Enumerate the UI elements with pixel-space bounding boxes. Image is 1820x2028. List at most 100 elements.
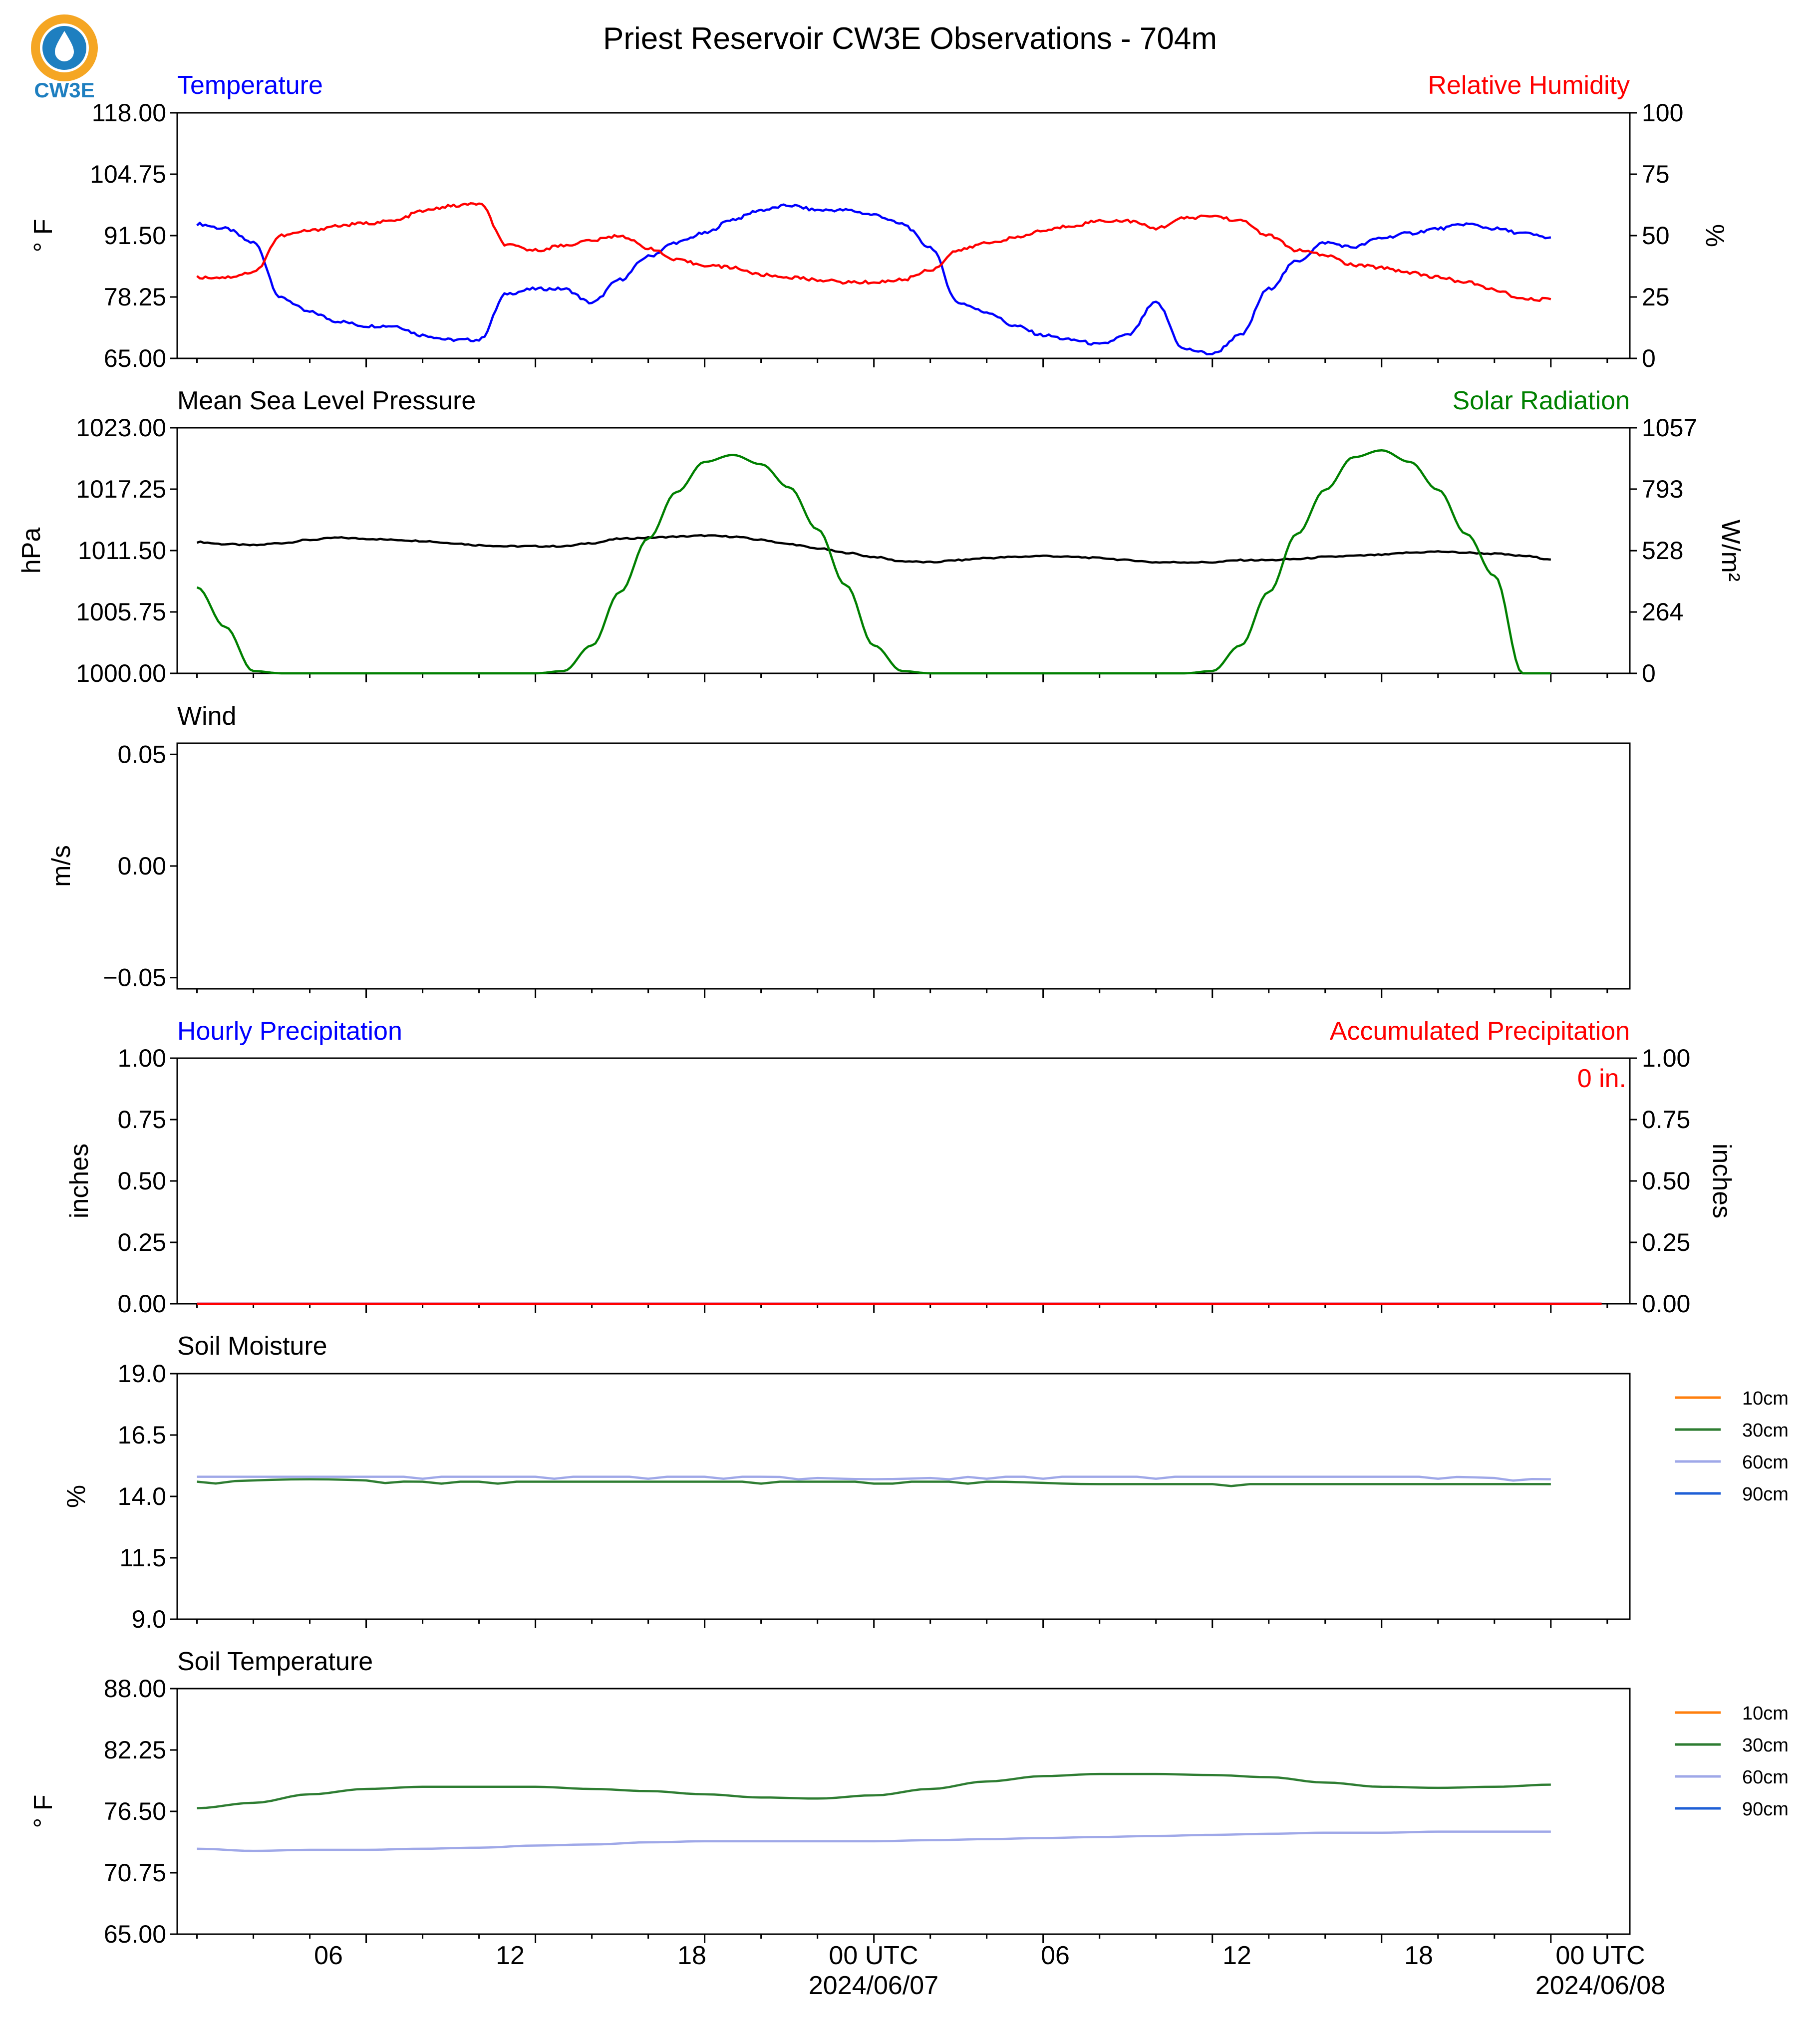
panel-right-title: Relative Humidity bbox=[1428, 71, 1630, 100]
y-tick-label-left: 65.00 bbox=[104, 344, 166, 372]
time-tick-label: 06 bbox=[1041, 1941, 1070, 1970]
panel-left-title: Wind bbox=[177, 702, 236, 731]
y-tick-label-left: 11.5 bbox=[119, 1544, 166, 1572]
y-tick-label-right: 1.00 bbox=[1642, 1044, 1690, 1072]
y-axis-label-right: inches bbox=[1707, 1144, 1736, 1218]
y-axis-label-left: % bbox=[62, 1485, 91, 1508]
series-line-temperature bbox=[196, 203, 1551, 355]
y-tick-label-left: 14.0 bbox=[118, 1482, 166, 1510]
y-tick-label-right: 0.75 bbox=[1642, 1106, 1690, 1134]
y-tick-label-right: 100 bbox=[1642, 99, 1683, 127]
y-tick-label-right: 25 bbox=[1642, 283, 1670, 311]
series-layer bbox=[196, 449, 1551, 675]
water-drop-icon bbox=[55, 31, 74, 61]
plot-frame bbox=[176, 112, 1631, 359]
y-tick-label-left: 0.25 bbox=[118, 1228, 166, 1256]
y-axis-label-right: % bbox=[1700, 224, 1729, 247]
series-line-mean-sea-level-pressure bbox=[196, 534, 1551, 564]
logo-ring bbox=[31, 14, 98, 81]
date-label: 2024/06/07 bbox=[809, 1971, 938, 2000]
y-axis-label-left: hPa bbox=[17, 528, 46, 574]
time-axis: 06 12 18 00 UTC 06 12 18 00 UTC 2024/06/… bbox=[314, 1941, 1665, 2000]
legend-label: 10cm bbox=[1742, 1388, 1789, 1409]
y-tick-label-left: 1011.50 bbox=[78, 537, 166, 565]
panel-wind: Wind 0.05 0.00 −0.05 m/s bbox=[47, 702, 1631, 998]
time-tick-label: 00 UTC bbox=[1555, 1941, 1645, 1970]
plot-frame bbox=[176, 1688, 1631, 1935]
y-tick-label-left: 118.00 bbox=[92, 99, 166, 127]
series-layer bbox=[197, 1475, 1551, 1487]
time-tick-label: 18 bbox=[1404, 1941, 1433, 1970]
panel-left-title: Soil Moisture bbox=[177, 1332, 327, 1361]
panel-precipitation: Hourly Precipitation Accumulated Precipi… bbox=[65, 1017, 1736, 1318]
time-tick-label: 06 bbox=[314, 1941, 343, 1970]
y-tick-label-left: 78.25 bbox=[104, 283, 166, 311]
y-tick-label-left: 91.50 bbox=[104, 222, 166, 250]
axes: 1023.00 1017.25 1011.50 1005.75 1000.00 1057 7… bbox=[76, 414, 1697, 687]
y-axis-label-left: m/s bbox=[47, 845, 76, 887]
panel-left-title: Temperature bbox=[177, 71, 323, 100]
accumulated-total: 0 in. bbox=[1577, 1064, 1626, 1093]
panel-pressure-solar: Mean Sea Level Pressure Solar Radiation … bbox=[17, 386, 1745, 687]
legend-label: 60cm bbox=[1742, 1452, 1789, 1473]
panel-soil-moisture: Soil Moisture 19.0 16.5 14.0 11.5 9.0 % 10cm… bbox=[62, 1332, 1789, 1633]
time-tick-label: 12 bbox=[1222, 1941, 1251, 1970]
y-tick-label-left: 0.50 bbox=[118, 1167, 166, 1195]
axes: 1.00 0.75 0.50 0.25 0.00 1.00 0.75 0.50 0.25 0.00 bbox=[118, 1044, 1691, 1318]
panel-left-title: Soil Temperature bbox=[177, 1647, 373, 1676]
y-tick-label-right: 50 bbox=[1642, 222, 1670, 250]
y-tick-label-right: 264 bbox=[1642, 598, 1683, 626]
legend-label: 60cm bbox=[1742, 1767, 1789, 1788]
y-tick-label-left: 1000.00 bbox=[76, 659, 166, 687]
panel-left-title: Hourly Precipitation bbox=[177, 1017, 402, 1046]
legend-label: 30cm bbox=[1742, 1420, 1789, 1441]
y-tick-label-left: 76.50 bbox=[104, 1797, 166, 1825]
y-tick-label-right: 0 bbox=[1642, 659, 1656, 687]
figure-title: Priest Reservoir CW3E Observations - 704… bbox=[603, 21, 1217, 56]
legend: 10cm 30cm 60cm 90cm bbox=[1675, 1388, 1789, 1505]
panel-right-title: Solar Radiation bbox=[1452, 386, 1630, 415]
y-tick-label-left: 19.0 bbox=[118, 1360, 166, 1388]
axes: 19.0 16.5 14.0 11.5 9.0 bbox=[118, 1360, 1608, 1633]
time-tick-label: 18 bbox=[677, 1941, 706, 1970]
logo-text: CW3E bbox=[34, 78, 94, 102]
y-tick-label-left: 1023.00 bbox=[76, 414, 166, 442]
series-layer bbox=[197, 1772, 1551, 1852]
panel-temperature-humidity: Temperature Relative Humidity 118.00 104.… bbox=[29, 71, 1729, 372]
y-tick-label-right: 528 bbox=[1642, 537, 1683, 565]
y-tick-label-left: 1005.75 bbox=[76, 598, 166, 626]
series-line-60cm bbox=[197, 1830, 1551, 1852]
y-tick-label-left: 0.00 bbox=[118, 1290, 166, 1318]
legend-label: 90cm bbox=[1742, 1799, 1789, 1820]
series-line-solar-radiation bbox=[196, 449, 1551, 675]
panel-soil-temperature: Soil Temperature 88.00 82.25 76.50 70.75 65.… bbox=[29, 1647, 1789, 1948]
axes: 0.05 0.00 −0.05 bbox=[103, 740, 1608, 998]
y-tick-label-left: 65.00 bbox=[104, 1920, 166, 1948]
series-line-60cm bbox=[197, 1475, 1551, 1482]
series-line-relative-humidity bbox=[196, 202, 1551, 302]
axes: 88.00 82.25 76.50 70.75 65.00 bbox=[104, 1675, 1608, 1948]
axes: 118.00 104.75 91.50 78.25 65.00 100 75 50 25 0 bbox=[90, 99, 1683, 372]
y-tick-label-left: 0.75 bbox=[118, 1106, 166, 1134]
cw3e-logo: CW3E bbox=[31, 14, 98, 102]
y-tick-label-right: 0.25 bbox=[1642, 1228, 1690, 1256]
legend-label: 90cm bbox=[1742, 1484, 1789, 1505]
legend-label: 10cm bbox=[1742, 1703, 1789, 1724]
y-tick-label-left: 16.5 bbox=[118, 1421, 166, 1449]
y-tick-label-left: 82.25 bbox=[104, 1736, 166, 1764]
y-tick-label-left: −0.05 bbox=[103, 964, 166, 992]
y-tick-label-right: 1057 bbox=[1642, 414, 1697, 442]
y-tick-label-right: 0.50 bbox=[1642, 1167, 1690, 1195]
y-tick-label-left: 104.75 bbox=[90, 160, 166, 188]
y-tick-label-right: 75 bbox=[1642, 160, 1670, 188]
series-layer bbox=[196, 202, 1551, 355]
y-tick-label-right: 0.00 bbox=[1642, 1290, 1690, 1318]
y-axis-label-left: ° F bbox=[29, 1794, 58, 1828]
date-label: 2024/06/08 bbox=[1535, 1971, 1665, 2000]
time-tick-label: 12 bbox=[496, 1941, 525, 1970]
y-tick-label-right: 0 bbox=[1642, 344, 1656, 372]
y-tick-label-left: 1017.25 bbox=[76, 475, 166, 503]
y-tick-label-right: 793 bbox=[1642, 475, 1683, 503]
plot-frame bbox=[176, 427, 1631, 674]
